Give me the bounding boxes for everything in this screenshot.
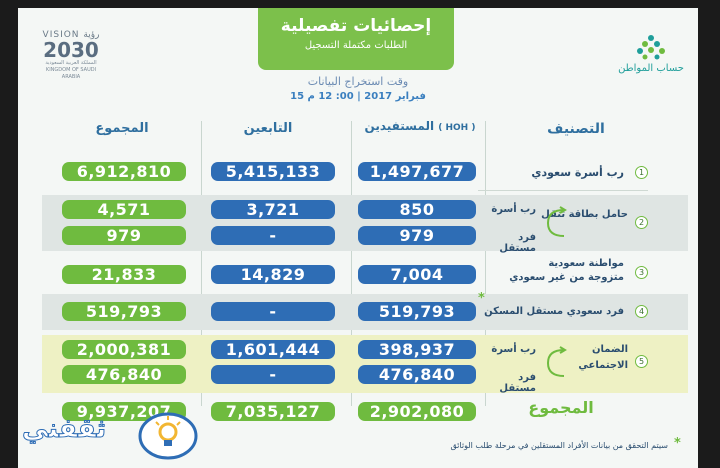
row2-dependents-a: 3,721 [211, 200, 335, 219]
row1-total: 6,912,810 [62, 162, 186, 181]
row5-label-line2: الاجتماعي [578, 360, 628, 371]
column-divider [351, 121, 352, 406]
row5-beneficiaries-a: 398,937 [358, 340, 476, 359]
row1-dependents: 5,415,133 [211, 162, 335, 181]
row2-label: حامل بطاقة تنقل [541, 209, 628, 220]
row5-label-line1: الضمان [591, 344, 628, 355]
row2-bracket-icon [546, 206, 567, 237]
row3-total: 21,833 [62, 265, 186, 284]
row2-total-a: 4,571 [62, 200, 186, 219]
column-header-dependents: التابعين [243, 121, 293, 136]
column-header-total: المجموع [95, 121, 149, 136]
column-header-classification: التصنيف [547, 121, 605, 137]
row4-asterisk: * [478, 291, 485, 306]
row2-beneficiaries-b: 979 [358, 226, 476, 245]
row5-total-a: 2,000,381 [62, 340, 186, 359]
citizen-account-icon [637, 35, 665, 60]
note-asterisk: * [674, 436, 681, 451]
row3-beneficiaries: 7,004 [358, 265, 476, 284]
page-title: إحصائيات تفصيلية [280, 16, 432, 36]
row2-dependents-b: - [211, 226, 335, 245]
row1-beneficiaries: 1,497,677 [358, 162, 476, 181]
row4-label: فرد سعودي مستقل المسكن [484, 306, 624, 317]
extraction-time-value: 15 فبراير 2017 | 00: 12 م [290, 91, 426, 102]
row4-beneficiaries: 519,793 [358, 302, 476, 321]
row5-bracket-icon [546, 346, 567, 377]
row5-number: 5 [635, 355, 648, 368]
row1-number: 1 [635, 166, 648, 179]
row2-number: 2 [635, 216, 648, 229]
column-divider [485, 121, 486, 406]
row2-total-b: 979 [62, 226, 186, 245]
column-divider [201, 121, 202, 406]
statistics-card: إحصائيات تفصيلية الطلبات مكتملة التسجيل … [18, 8, 698, 468]
row2-sub-head: رب أسرة [491, 204, 536, 215]
row-divider [478, 190, 648, 191]
citizen-account-logo: حساب المواطن [616, 34, 686, 74]
row3-number: 3 [635, 266, 648, 279]
row5-dependents-b: - [211, 365, 335, 384]
row4-number: 4 [635, 305, 648, 318]
row5-dependents-a: 1,601,444 [211, 340, 335, 359]
page-subtitle: الطلبات مكتملة التسجيل [304, 40, 408, 51]
row3-label-line1: مواطنة سعودية [548, 258, 624, 269]
total-beneficiaries: 2,902,080 [358, 402, 476, 421]
column-header-beneficiaries: المستفيدين ( HOH ) [364, 119, 476, 133]
row5-sub-head: رب أسرة [491, 344, 536, 355]
totals-label: المجموع [528, 398, 594, 417]
row4-dependents: - [211, 302, 335, 321]
lightbulb-icon [138, 412, 198, 460]
extraction-time-label: وقت استخراج البيانات [307, 75, 409, 88]
row2-sub-individual: فرد مستقل [499, 232, 536, 254]
total-dependents: 7,035,127 [211, 402, 335, 421]
row5-sub-individual: فرد مستقل [499, 372, 536, 394]
row2-beneficiaries-a: 850 [358, 200, 476, 219]
row5-beneficiaries-b: 476,840 [358, 365, 476, 384]
row3-label-line2: متزوجة من غير سعودي [509, 272, 624, 283]
row1-label: رب أسرة سعودي [531, 166, 624, 179]
row5-total-b: 476,840 [62, 365, 186, 384]
watermark: ثقفني [18, 406, 238, 468]
row3-dependents: 14,829 [211, 265, 335, 284]
vision-2030-logo: VISION رؤية 2030 المملكة العربية السعودي… [42, 30, 100, 80]
title-box: إحصائيات تفصيلية الطلبات مكتملة التسجيل [258, 8, 454, 70]
footnote: سيتم التحقق من بيانات الأفراد المستقلين … [450, 441, 669, 450]
row4-total: 519,793 [62, 302, 186, 321]
watermark-text: ثقفني [21, 414, 107, 445]
